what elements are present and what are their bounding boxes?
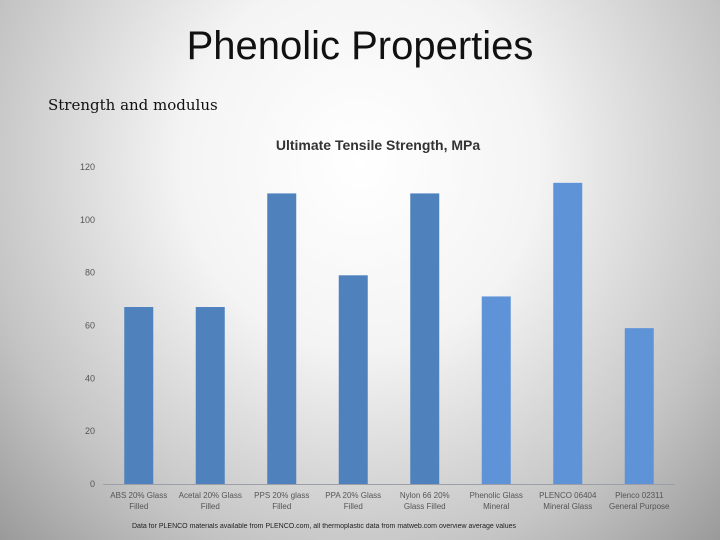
y-tick-label: 40 (85, 373, 95, 383)
x-tick-label: Plenco 02311 General Purpose (609, 491, 670, 511)
slide-subtitle: Strength and modulus (48, 96, 218, 114)
y-tick-label: 0 (90, 479, 95, 489)
y-tick-label: 120 (80, 162, 95, 172)
bars (124, 182, 654, 484)
x-axis-labels: ABS 20% Glass Filled Acetal 20% Glass Fille… (110, 491, 670, 511)
y-axis: 0 20 40 60 80 100 120 (80, 162, 675, 489)
x-tick-label: PPS 20% glass Filled (254, 491, 309, 511)
x-tick-label: PPA 20% Glass Filled (325, 491, 381, 511)
y-tick-label: 80 (85, 268, 95, 278)
bar (124, 307, 154, 484)
x-tick-label: ABS 20% Glass Filled (110, 491, 167, 511)
bar (481, 296, 511, 484)
y-tick-label: 20 (85, 426, 95, 436)
footnote: Data for PLENCO materials available from… (132, 523, 516, 530)
slide-title: Phenolic Properties (186, 24, 534, 68)
bar (338, 275, 368, 484)
bar (624, 328, 654, 484)
y-tick-label: 60 (85, 321, 95, 331)
x-tick-label: Acetal 20% Glass Filled (179, 491, 242, 511)
x-tick-label: Nylon 66 20% Glass Filled (400, 491, 450, 511)
y-tick-label: 100 (80, 215, 95, 225)
chart-title: Ultimate Tensile Strength, MPa (276, 137, 481, 153)
x-tick-label: Phenolic Glass Mineral (470, 491, 523, 511)
bar (410, 193, 440, 484)
bar (195, 307, 225, 484)
x-tick-label: PLENCO 06404 Mineral Glass (539, 491, 597, 511)
bar (553, 182, 583, 484)
bar (267, 193, 297, 484)
